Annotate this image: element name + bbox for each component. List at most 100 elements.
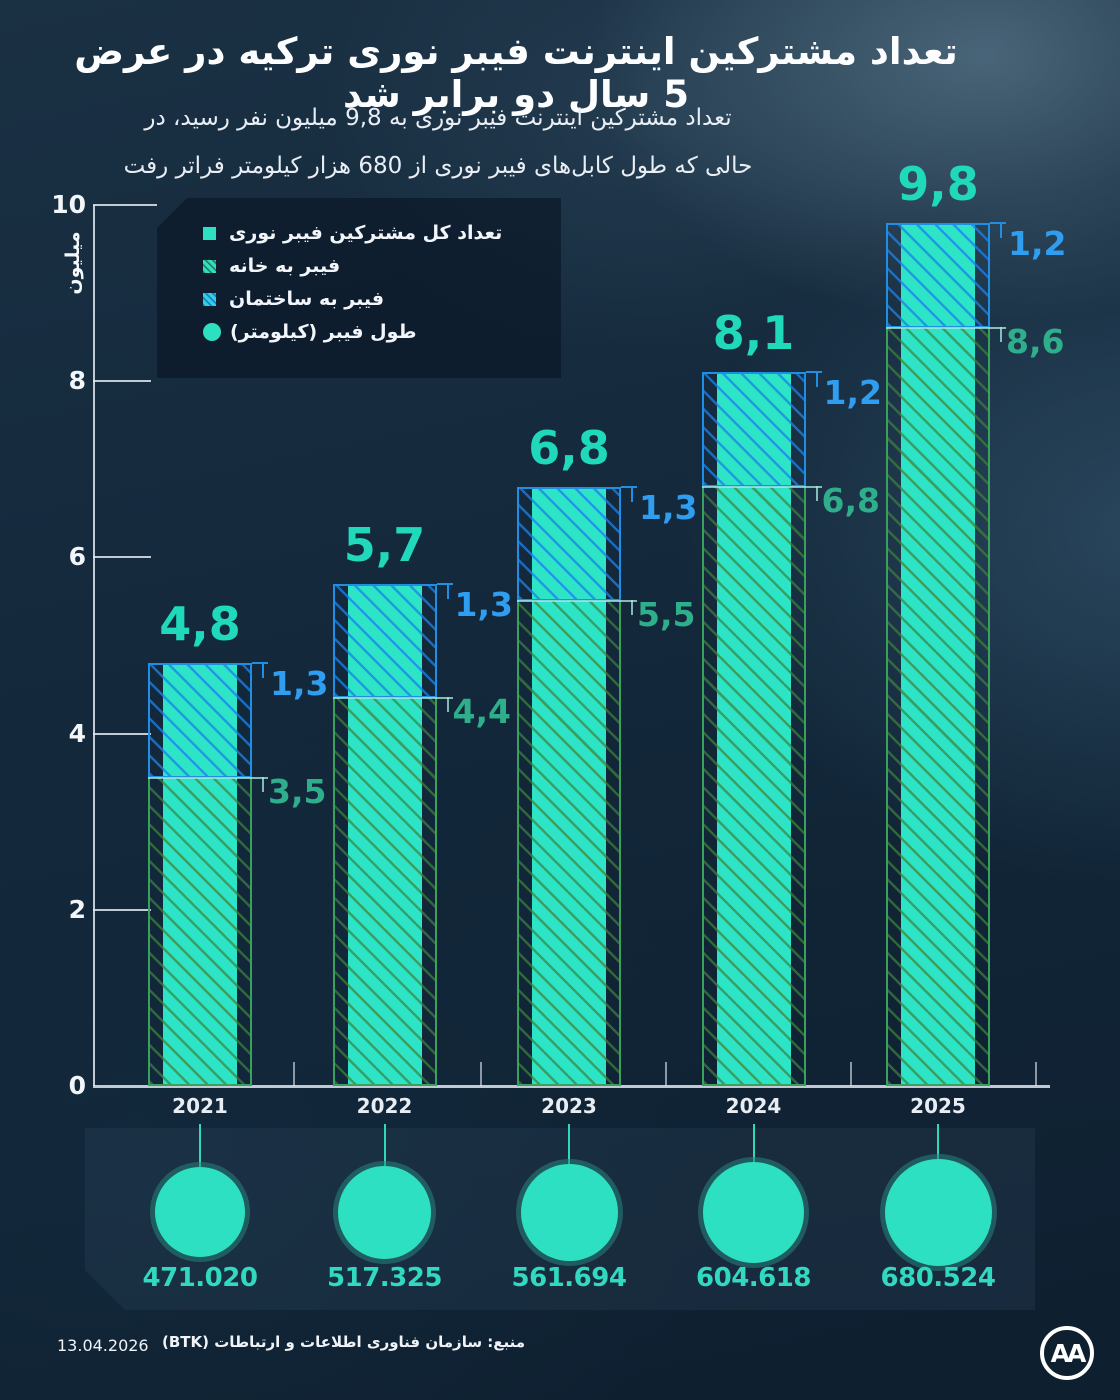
y-tick-label: 6: [68, 542, 86, 572]
bar-total-label: 5,7: [343, 517, 426, 572]
x-axis-year-label: 2021: [172, 1094, 228, 1118]
bar-top-extension-tick: [262, 662, 264, 679]
segment-boundary-tick: [631, 600, 633, 616]
bar-segment-fiber-to-home: [148, 777, 252, 1086]
segment-boundary-tick: [815, 485, 818, 501]
bar-segment-fiber-to-building: [701, 372, 806, 487]
segment-boundary-tick: [446, 697, 449, 713]
fiber-to-building-value-label: 1,3: [454, 584, 513, 624]
segment-boundary-line: [148, 776, 268, 779]
y-tick-label: 0: [68, 1071, 86, 1100]
bar-top-extension-tick: [631, 485, 633, 502]
legend-item-label: فیبر به ساختمان: [229, 288, 385, 310]
fiber-length-value: 604.618: [696, 1263, 811, 1293]
x-tick-mark: [1035, 1062, 1037, 1086]
fiber-to-home-value-label: 4,4: [452, 692, 511, 732]
agency-logo: AA: [1040, 1326, 1094, 1380]
bar-top-extension-tick: [446, 582, 449, 599]
fiber-length-circle: [703, 1161, 804, 1263]
bar-total-label: 8,1: [712, 306, 795, 361]
fiber-to-home-value-label: 8,6: [1006, 322, 1065, 362]
subtitle-line-2: حالی که طول کابل‌های فیبر نوری از 680 هز…: [123, 153, 753, 180]
fiber-length-swatch-icon: [203, 323, 221, 341]
bar-segment-fiber-to-home: [886, 328, 990, 1086]
circle-connector-line: [752, 1124, 755, 1168]
bar-top-extension-line: [805, 371, 822, 374]
fiber-to-building-value-label: 1,3: [270, 664, 329, 704]
segment-boundary-tick: [262, 776, 264, 792]
legend-item-fiber-to-home: فیبر به خانه: [203, 255, 541, 277]
y-tick-mark: [93, 732, 151, 735]
fiber-length-circle: [338, 1165, 431, 1259]
y-tick-mark: [93, 204, 157, 206]
circle-connector-line: [568, 1124, 570, 1170]
bar-segment-fiber-to-home: [517, 601, 621, 1086]
segment-boundary-line: [517, 600, 637, 603]
circle-connector-line: [383, 1124, 386, 1172]
page-title: تعداد مشترکین اینترنت فیبر نوری ترکیه در…: [74, 30, 958, 116]
source-credit: منبع: سازمان فناوری اطلاعات و ارتباطات (…: [162, 1333, 526, 1351]
total-subscribers-swatch-icon: [203, 226, 216, 240]
y-tick-label: 4: [68, 718, 86, 748]
fiber-to-building-value-label: 1,2: [823, 373, 882, 413]
bar-total-label: 4,8: [159, 597, 241, 652]
fiber-length-value: 471.020: [142, 1263, 258, 1293]
fiber-length-circle: [520, 1163, 618, 1261]
fiber-to-building-value-label: 1,3: [639, 487, 698, 527]
x-tick-mark: [850, 1062, 852, 1086]
legend-item-label: طول فیبر (کیلومتر): [230, 321, 417, 343]
x-axis-line: [93, 1085, 1050, 1088]
legend-item-fiber-to-building: فیبر به ساختمان: [203, 288, 541, 310]
y-tick-label: 8: [68, 366, 86, 396]
segment-boundary-line: [701, 485, 822, 488]
fiber-to-home-swatch-icon: [203, 259, 216, 273]
legend-item-label: فیبر به خانه: [229, 255, 341, 277]
fiber-to-home-value-label: 5,5: [637, 595, 696, 635]
fiber-length-circle: [884, 1158, 992, 1266]
legend-panel: تعداد کل مشترکین فیبر نوری فیبر به خانه …: [157, 198, 561, 378]
fiber-length-value: 561.694: [511, 1263, 627, 1293]
y-tick-mark: [93, 556, 151, 559]
bar-segment-fiber-to-building: [148, 663, 252, 778]
x-axis-year-label: 2024: [725, 1094, 782, 1118]
fiber-to-home-value-label: 3,5: [268, 771, 327, 811]
fiber-length-value: 517.325: [327, 1263, 442, 1293]
fiber-length-value: 680.524: [880, 1263, 996, 1293]
subtitle-line-1: تعداد مشترکین اینترنت فیبر نوری به 9,8 م…: [144, 105, 732, 131]
bar-segment-fiber-to-building: [517, 486, 621, 602]
segment-boundary-tick: [1000, 327, 1002, 343]
subtitle: تعداد مشترکین اینترنت فیبر نوری به 9,8 م…: [80, 94, 796, 191]
segment-boundary-line: [332, 697, 453, 700]
publish-date: 13.04.2026: [57, 1336, 149, 1355]
bar-top-extension-line: [990, 221, 1006, 224]
x-tick-mark: [480, 1062, 482, 1086]
bar-top-extension-tick: [815, 371, 818, 388]
agency-logo-text: AA: [1050, 1338, 1087, 1368]
y-tick-label: 10: [51, 190, 86, 219]
fiber-to-home-value-label: 6,8: [821, 480, 880, 520]
legend-item-total: تعداد کل مشترکین فیبر نوری: [203, 222, 541, 244]
bar-top-extension-line: [621, 485, 637, 488]
y-tick-label: 2: [68, 894, 86, 924]
x-axis-year-label: 2023: [541, 1094, 597, 1118]
legend-item-fiber-length: طول فیبر (کیلومتر): [203, 321, 541, 343]
circle-connector-line: [937, 1124, 939, 1165]
bar-total-label: 6,8: [528, 420, 610, 475]
bar-top-extension-tick: [1000, 221, 1002, 238]
bar-segment-fiber-to-home: [332, 698, 437, 1086]
fiber-length-circle: [155, 1167, 245, 1257]
circle-connector-line: [199, 1124, 201, 1173]
bar-segment-fiber-to-building: [332, 583, 437, 699]
x-axis-year-label: 2025: [910, 1094, 966, 1118]
bar-top-extension-line: [436, 582, 453, 585]
bar-top-extension-line: [252, 662, 268, 665]
bar-segment-fiber-to-home: [701, 486, 806, 1086]
fiber-to-building-value-label: 1,2: [1008, 223, 1067, 263]
segment-boundary-line: [886, 327, 1006, 330]
y-tick-mark: [93, 908, 151, 911]
x-tick-mark: [293, 1062, 295, 1086]
fiber-to-building-swatch-icon: [203, 292, 216, 306]
bar-total-label: 9,8: [897, 156, 979, 211]
